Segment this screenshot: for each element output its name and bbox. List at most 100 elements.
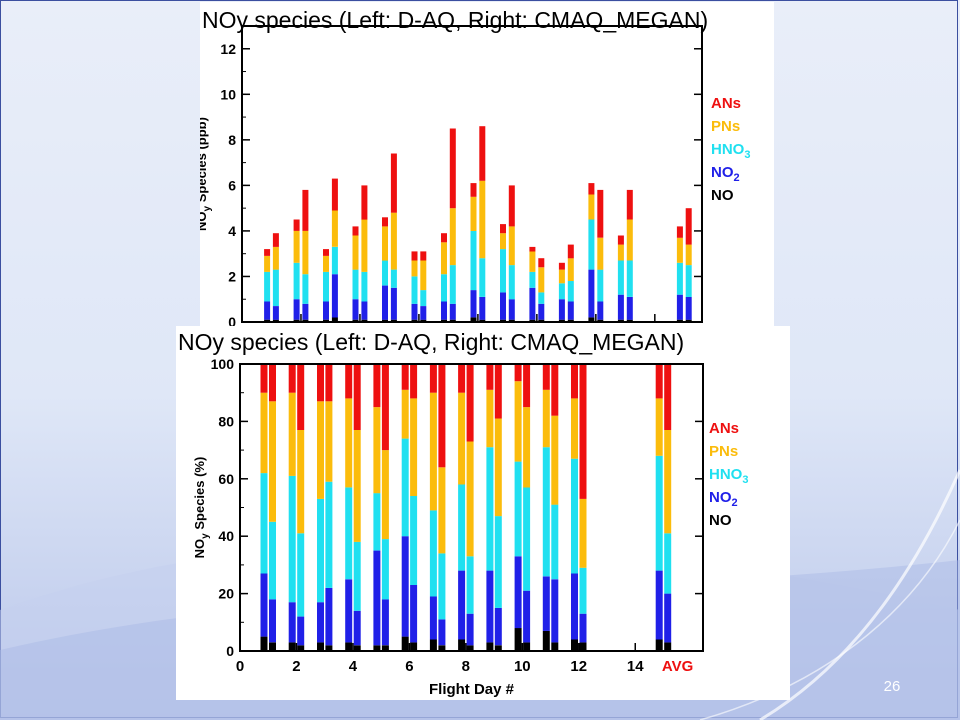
bar-segment-no2 bbox=[438, 619, 446, 646]
bar-segment-pns bbox=[685, 244, 692, 266]
y-tick-label: 6 bbox=[228, 177, 236, 193]
bar-segment-no2 bbox=[297, 616, 305, 646]
y-tick-label: 4 bbox=[228, 223, 236, 239]
bar-segment-ans bbox=[441, 233, 447, 243]
bar-segment-no2 bbox=[685, 297, 692, 320]
bar-segment-pns bbox=[411, 260, 418, 277]
chart-title: NOy species (Left: D-AQ, Right: CMAQ_MEG… bbox=[178, 329, 684, 355]
bar-segment-hno3 bbox=[411, 276, 418, 304]
bar-segment-hno3 bbox=[352, 269, 359, 300]
bar-segment-pns bbox=[382, 226, 388, 261]
top-chart-panel: NOy species (Left: D-AQ, Right: CMAQ_MEG… bbox=[194, 2, 774, 332]
bar-segment-hno3 bbox=[260, 473, 268, 574]
bar-segment-no2 bbox=[538, 303, 545, 320]
bar-segment-pns bbox=[264, 256, 271, 272]
y-axis-label: NOy Species (ppb) bbox=[200, 117, 213, 231]
bar-segment-pns bbox=[588, 194, 595, 220]
bar-segment-ans bbox=[617, 235, 624, 245]
bar-segment-pns bbox=[325, 401, 333, 482]
bar-segment-hno3 bbox=[449, 265, 456, 304]
bar-segment-pns bbox=[429, 392, 437, 511]
bar-segment-no bbox=[523, 642, 531, 651]
bar-segment-no bbox=[410, 642, 418, 651]
bar-segment-pns bbox=[269, 401, 276, 522]
bar-segment-no bbox=[494, 645, 502, 651]
bar-segment-no bbox=[420, 319, 427, 322]
bar-segment-no2 bbox=[466, 613, 474, 646]
bar-segment-hno3 bbox=[551, 504, 559, 580]
bar-segment-hno3 bbox=[441, 274, 447, 302]
bar-segment-hno3 bbox=[655, 455, 663, 571]
bar-segment-ans bbox=[272, 233, 279, 247]
bar-segment-ans bbox=[500, 224, 506, 234]
bar-segment-no bbox=[269, 642, 276, 651]
bar-segment-no bbox=[260, 636, 268, 651]
bar-segment-no2 bbox=[420, 306, 427, 320]
bar-segment-no2 bbox=[429, 596, 437, 640]
bar-segment-ans bbox=[302, 189, 309, 231]
x-tick-label: 2 bbox=[292, 658, 300, 675]
y-tick-label: 20 bbox=[218, 586, 234, 602]
bar-segment-no2 bbox=[479, 297, 486, 320]
bar-segment-no bbox=[588, 317, 595, 322]
bar-segment-hno3 bbox=[381, 539, 389, 600]
legend-entry-ans: ANs bbox=[711, 95, 741, 112]
bar-segment-no2 bbox=[381, 599, 389, 646]
bar-segment-no2 bbox=[264, 301, 271, 320]
bar-segment-no2 bbox=[302, 303, 309, 320]
bar-segment-no2 bbox=[664, 593, 672, 643]
bar-segment-ans bbox=[676, 226, 683, 238]
bar-segment-ans bbox=[538, 258, 545, 268]
bar-segment-ans bbox=[325, 364, 333, 402]
bar-segment-no bbox=[514, 628, 522, 651]
bar-segment-ans bbox=[345, 364, 353, 399]
bar-segment-pns bbox=[571, 398, 578, 459]
bar-segment-no bbox=[331, 317, 338, 322]
bar-segment-no2 bbox=[325, 587, 333, 646]
legend-entry-pns: PNs bbox=[709, 443, 738, 460]
bar-segment-no bbox=[441, 319, 447, 322]
legend-entry-pns: PNs bbox=[711, 118, 740, 135]
bar-segment-hno3 bbox=[264, 271, 271, 302]
bar-segment-no2 bbox=[655, 570, 663, 640]
bar-segment-hno3 bbox=[269, 521, 276, 600]
bar-segment-pns bbox=[438, 467, 446, 554]
bar-segment-no bbox=[479, 319, 486, 322]
legend-entry-no: NO bbox=[709, 512, 732, 529]
bar-segment-hno3 bbox=[579, 567, 587, 614]
y-tick-label: 80 bbox=[218, 413, 234, 429]
bar-segment-ans bbox=[373, 364, 381, 408]
x-tick-label: 12 bbox=[570, 658, 587, 675]
bar-segment-hno3 bbox=[514, 461, 522, 557]
x-tick-label: 8 bbox=[462, 658, 470, 675]
bar-segment-hno3 bbox=[345, 487, 353, 580]
bar-segment-no2 bbox=[494, 607, 502, 646]
bar-segment-no bbox=[272, 319, 279, 322]
x-tick-label: 14 bbox=[627, 658, 644, 675]
x-tick-label: 6 bbox=[405, 658, 413, 675]
bar-segment-no2 bbox=[390, 287, 397, 320]
bar-segment-no2 bbox=[588, 269, 595, 318]
bar-segment-ans bbox=[466, 364, 474, 442]
bar-segment-ans bbox=[352, 226, 359, 236]
bar-segment-no bbox=[466, 645, 474, 651]
bar-segment-hno3 bbox=[373, 493, 381, 551]
bar-segment-no2 bbox=[361, 301, 368, 320]
x-axis-label: Flight Day # bbox=[429, 681, 515, 698]
y-tick-label: 100 bbox=[211, 356, 235, 372]
bar-segment-no bbox=[401, 636, 409, 651]
bar-segment-pns bbox=[494, 418, 502, 517]
bar-segment-pns bbox=[486, 389, 494, 448]
bar-segment-pns bbox=[500, 233, 506, 250]
bar-segment-ans bbox=[486, 364, 494, 390]
bar-segment-ans bbox=[588, 183, 595, 195]
bar-segment-no2 bbox=[411, 303, 418, 320]
bar-segment-no bbox=[486, 642, 494, 651]
bar-segment-no bbox=[317, 642, 324, 651]
bar-segment-ans bbox=[542, 364, 550, 390]
bar-segment-no bbox=[325, 645, 333, 651]
bar-segment-ans bbox=[523, 364, 531, 408]
bar-segment-hno3 bbox=[353, 541, 361, 611]
bar-segment-hno3 bbox=[272, 269, 279, 306]
bar-segment-no2 bbox=[410, 585, 418, 643]
